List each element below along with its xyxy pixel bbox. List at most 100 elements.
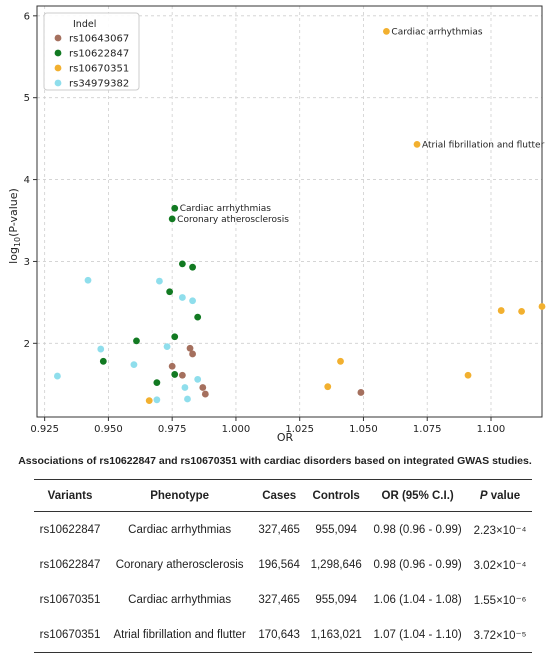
y-tick-label: 2 <box>24 339 30 350</box>
legend-label-rs10670351: rs10670351 <box>69 64 129 75</box>
legend-label-rs10643067: rs10643067 <box>69 34 129 45</box>
legend-box <box>43 12 140 91</box>
header-p-italic: P <box>479 490 488 502</box>
results-table: Variants Phenotype Cases Controls OR (95… <box>34 479 532 653</box>
cell-phenotype: Cardiac arrhythmias <box>128 524 232 536</box>
point-annotation: Cardiac arrhythmias <box>391 27 483 37</box>
y-axis-label: log10(P-value) <box>7 188 22 264</box>
y-tick-label: 5 <box>24 93 30 104</box>
legend-marker-rs10670351 <box>54 64 62 72</box>
table-caption: Associations of rs10622847 and rs1067035… <box>18 455 532 467</box>
data-point-rs10622847 <box>171 333 179 341</box>
data-point-rs10670351 <box>383 27 390 35</box>
data-point-rs34979382 <box>84 276 92 284</box>
data-point-rs10670351 <box>337 357 344 365</box>
x-tick-label: 1.050 <box>349 424 378 435</box>
cell-variant: rs10622847 <box>39 559 101 571</box>
table-row: rs10622847 Cardiac arrhythmias 327,465 9… <box>34 512 532 548</box>
cell-phenotype: Atrial fibrillation and flutter <box>106 617 254 653</box>
cell-controls: 1,163,021 <box>305 617 368 653</box>
data-point-rs10622847 <box>168 215 176 223</box>
data-point-rs10622847 <box>171 204 179 212</box>
data-point-rs10643067 <box>199 384 207 391</box>
point-annotation: Coronary atherosclerosis <box>177 215 289 225</box>
scatter-chart: Cardiac arrhythmias Atrial fibrillation a… <box>7 5 546 444</box>
legend: Indel rs10643067 rs10622847 rs10670351 rs34… <box>43 12 140 91</box>
data-point-rs10643067 <box>201 390 209 398</box>
legend-label-rs10622847: rs10622847 <box>69 49 129 60</box>
data-point-rs10670351 <box>413 140 421 148</box>
data-point-rs10670351 <box>464 371 472 379</box>
table-header-row: Variants Phenotype Cases Controls OR (95… <box>34 479 532 512</box>
cell-controls: 1,298,646 <box>310 559 362 571</box>
data-point-rs10622847 <box>171 371 179 378</box>
data-point-rs10622847 <box>178 260 186 268</box>
cell-or: 0.98 (0.96 - 0.99) <box>373 559 462 571</box>
data-point-rs10622847 <box>153 379 161 387</box>
data-point-rs34979382 <box>54 372 61 380</box>
legend-title: Indel <box>73 19 96 30</box>
cell-variant: rs10670351 <box>34 617 107 653</box>
data-point-rs34979382 <box>181 384 189 391</box>
legend-label-rs34979382: rs34979382 <box>69 79 129 90</box>
legend-marker-rs34979382 <box>54 79 62 87</box>
x-tick-label: 1.100 <box>477 424 506 435</box>
plot-frame <box>36 5 543 418</box>
data-point-rs10622847 <box>166 288 174 296</box>
cell-phenotype: Coronary atherosclerosis <box>115 559 244 571</box>
cell-p-value: 2.23×10⁻⁴ <box>473 525 527 537</box>
header-cases: Cases <box>253 479 306 512</box>
y-tick-label: 6 <box>24 11 30 22</box>
data-point-rs34979382 <box>153 396 161 404</box>
data-point-rs10622847 <box>189 263 196 271</box>
cell-p-value: 3.02×10⁻⁴ <box>473 560 527 572</box>
cell-cases: 327,465 <box>258 594 300 606</box>
data-point-rs10643067 <box>189 350 196 358</box>
data-point-rs10670351 <box>538 303 546 310</box>
point-annotation: Atrial fibrillation and flutter <box>422 140 545 150</box>
data-point-rs10670351 <box>497 307 505 314</box>
data-point-rs34979382 <box>163 343 171 350</box>
legend-marker-rs10643067 <box>54 34 62 42</box>
y-tick-label: 3 <box>24 257 30 268</box>
x-tick-label: 1.025 <box>285 424 314 435</box>
header-phenotype: Phenotype <box>106 479 254 512</box>
table-row: rs10622847 Coronary atherosclerosis 196,… <box>34 547 532 582</box>
point-annotations: Cardiac arrhythmias Atrial fibrillation a… <box>177 27 544 224</box>
data-point-rs34979382 <box>130 361 138 369</box>
cell-variant: rs10670351 <box>39 594 101 606</box>
x-tick-label: 0.925 <box>30 424 59 435</box>
data-point-rs10670351 <box>518 307 525 315</box>
cell-variant: rs10622847 <box>39 524 101 536</box>
y-axis-label-subscript: 10 <box>13 237 22 247</box>
y-tick-label: 4 <box>24 175 30 186</box>
grid-lines <box>37 6 542 417</box>
data-point-rs10670351 <box>324 383 332 391</box>
x-tick-label: 1.000 <box>222 424 251 435</box>
data-point-rs34979382 <box>189 297 196 305</box>
data-point-rs10622847 <box>194 313 202 321</box>
x-axis-label: OR <box>277 431 294 444</box>
data-point-rs10670351 <box>145 397 153 405</box>
header-p-value: P value <box>468 479 532 512</box>
cell-or: 1.06 (1.04 - 1.08) <box>373 594 462 606</box>
header-variants: Variants <box>34 479 107 512</box>
cell-controls: 955,094 <box>315 524 357 536</box>
cell-controls: 955,094 <box>315 594 357 606</box>
x-tick-label: 0.950 <box>94 424 123 435</box>
legend-marker-rs10622847 <box>54 49 62 57</box>
table-row: rs10670351 Cardiac arrhythmias 327,465 9… <box>34 582 532 617</box>
data-point-rs34979382 <box>156 277 163 285</box>
cell-cases: 327,465 <box>258 524 300 536</box>
y-axis-label-rest: (P-value) <box>7 188 20 237</box>
cell-phenotype: Cardiac arrhythmias <box>128 594 232 606</box>
data-point-rs34979382 <box>194 375 202 383</box>
header-or: OR (95% C.I.) <box>367 479 469 512</box>
cell-p-value: 3.72×10⁻⁵ <box>468 617 532 653</box>
cell-or: 0.98 (0.96 - 0.99) <box>373 524 462 536</box>
cell-or: 1.07 (1.04 - 1.10) <box>367 617 469 653</box>
data-points <box>54 27 546 405</box>
data-point-rs10643067 <box>178 371 186 379</box>
data-point-rs10643067 <box>186 344 194 352</box>
header-controls: Controls <box>305 479 368 512</box>
